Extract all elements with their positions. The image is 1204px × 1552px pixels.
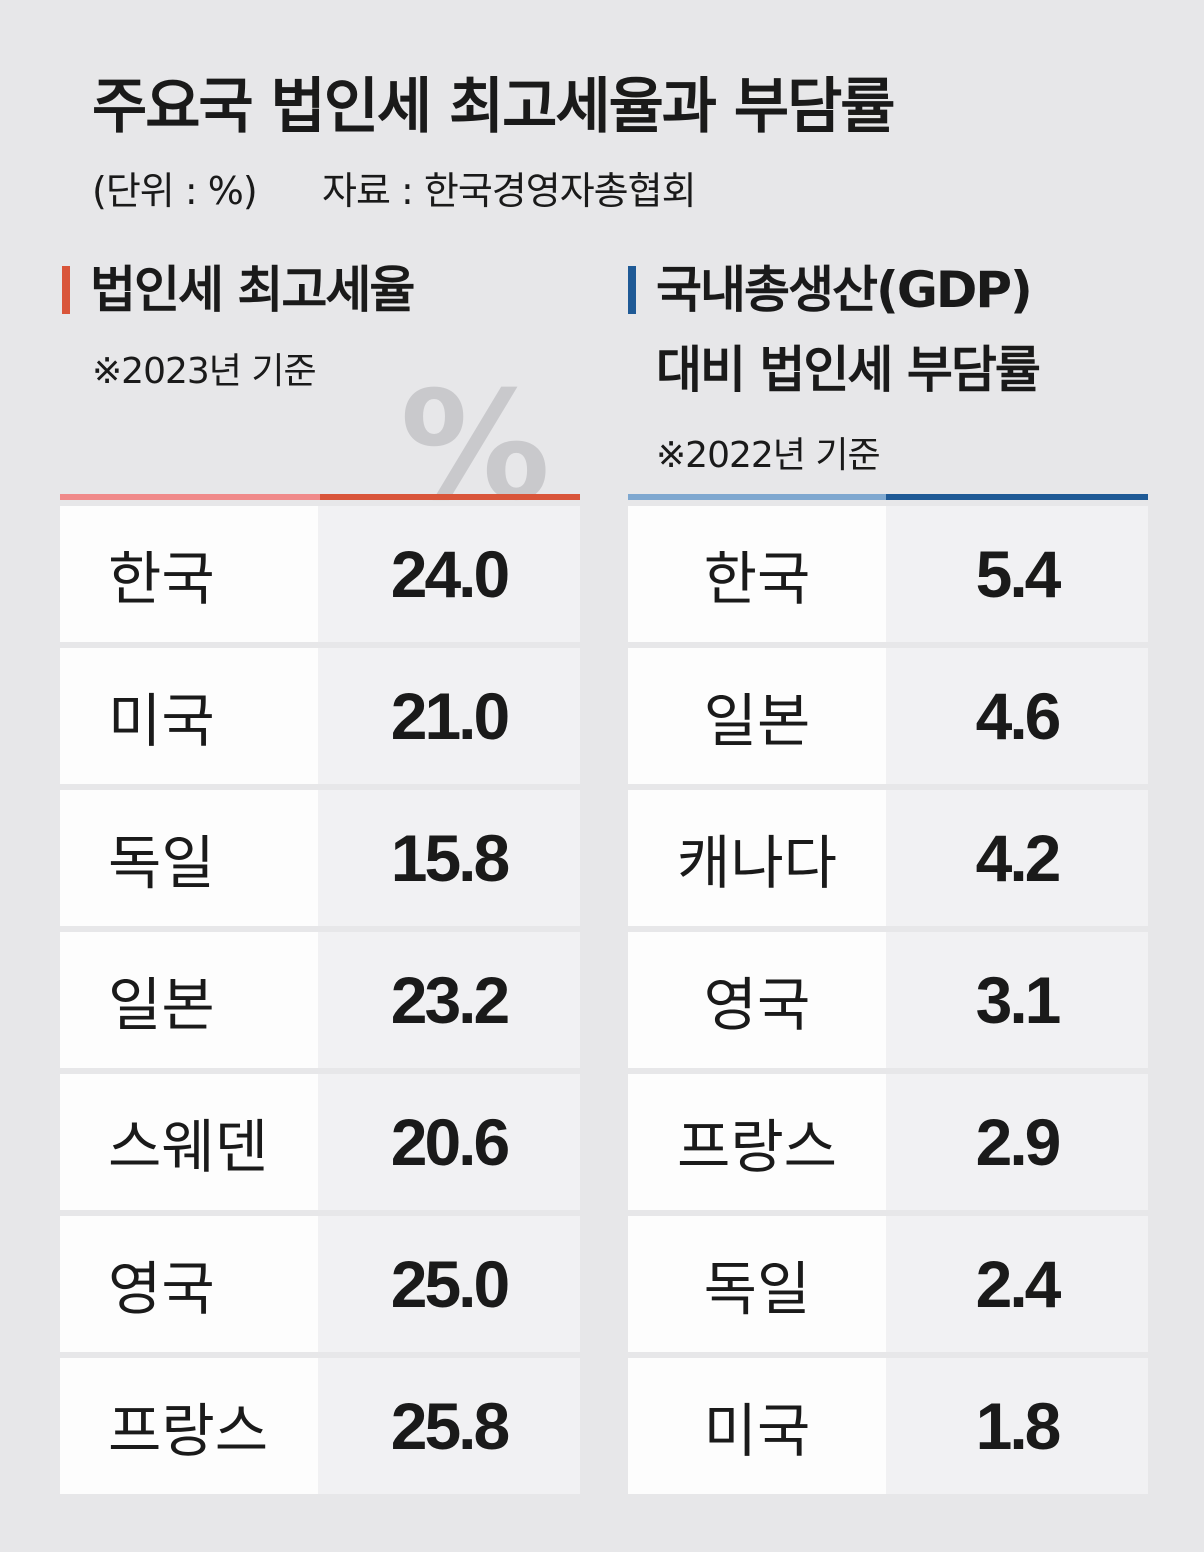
value: 25.8 [318, 1358, 580, 1494]
value: 15.8 [318, 790, 580, 926]
value: 3.1 [886, 932, 1148, 1068]
source: 자료 : 한국경영자총협회 [322, 169, 697, 213]
table-row: 일본 23.2 [60, 932, 580, 1068]
value: 25.0 [318, 1216, 580, 1352]
country: 독일 [628, 1216, 886, 1352]
table-row: 스웨덴 20.6 [60, 1074, 580, 1210]
country: 프랑스 [60, 1358, 318, 1494]
value: 4.6 [886, 648, 1148, 784]
right-heading: 대비 법인세 부담률 [656, 341, 1041, 399]
table-row: 한국 24.0 [60, 506, 580, 642]
unit: (단위 : %) [92, 169, 258, 213]
country: 스웨덴 [60, 1074, 318, 1210]
country: 일본 [60, 932, 318, 1068]
table-row: 한국 5.4 [628, 506, 1148, 642]
table-row: 미국 21.0 [60, 648, 580, 784]
table-row: 일본 4.6 [628, 648, 1148, 784]
country: 미국 [60, 648, 318, 784]
right-note: ※2022년 기준 [656, 435, 881, 476]
country: 한국 [60, 506, 318, 642]
table-row: 프랑스 25.8 [60, 1358, 580, 1494]
table-row: 영국 3.1 [628, 932, 1148, 1068]
table-border [60, 494, 580, 500]
country: 프랑스 [628, 1074, 886, 1210]
table-row: 독일 15.8 [60, 790, 580, 926]
value: 4.2 [886, 790, 1148, 926]
table-border [628, 494, 1148, 500]
country: 캐나다 [628, 790, 886, 926]
left-table: 한국 24.0 미국 21.0 독일 15.8 일본 23.2 스웨덴 20.6 영국 25.0 프랑스… [60, 494, 580, 1494]
country: 일본 [628, 648, 886, 784]
country: 영국 [60, 1216, 318, 1352]
right-table: 한국 5.4 일본 4.6 캐나다 4.2 영국 3.1 프랑스 2.9 독일 2.4 미국 1.8 [628, 494, 1148, 1494]
table-row: 독일 2.4 [628, 1216, 1148, 1352]
table-row: 프랑스 2.9 [628, 1074, 1148, 1210]
percent-symbol: % [400, 360, 551, 534]
country: 한국 [628, 506, 886, 642]
value: 23.2 [318, 932, 580, 1068]
country: 독일 [60, 790, 318, 926]
value: 21.0 [318, 648, 580, 784]
value: 2.9 [886, 1074, 1148, 1210]
value: 2.4 [886, 1216, 1148, 1352]
left-heading: 법인세 최고세율 [62, 250, 415, 330]
country: 영국 [628, 932, 886, 1068]
value: 24.0 [318, 506, 580, 642]
value: 1.8 [886, 1358, 1148, 1494]
value: 5.4 [886, 506, 1148, 642]
value: 20.6 [318, 1074, 580, 1210]
left-note: ※2023년 기준 [92, 351, 317, 392]
table-row: 미국 1.8 [628, 1358, 1148, 1494]
right-heading: 국내총생산(GDP) [628, 250, 1033, 330]
table-row: 영국 25.0 [60, 1216, 580, 1352]
table-row: 캐나다 4.2 [628, 790, 1148, 926]
country: 미국 [628, 1358, 886, 1494]
title: 주요국 법인세 최고세율과 부담률 [92, 72, 895, 142]
